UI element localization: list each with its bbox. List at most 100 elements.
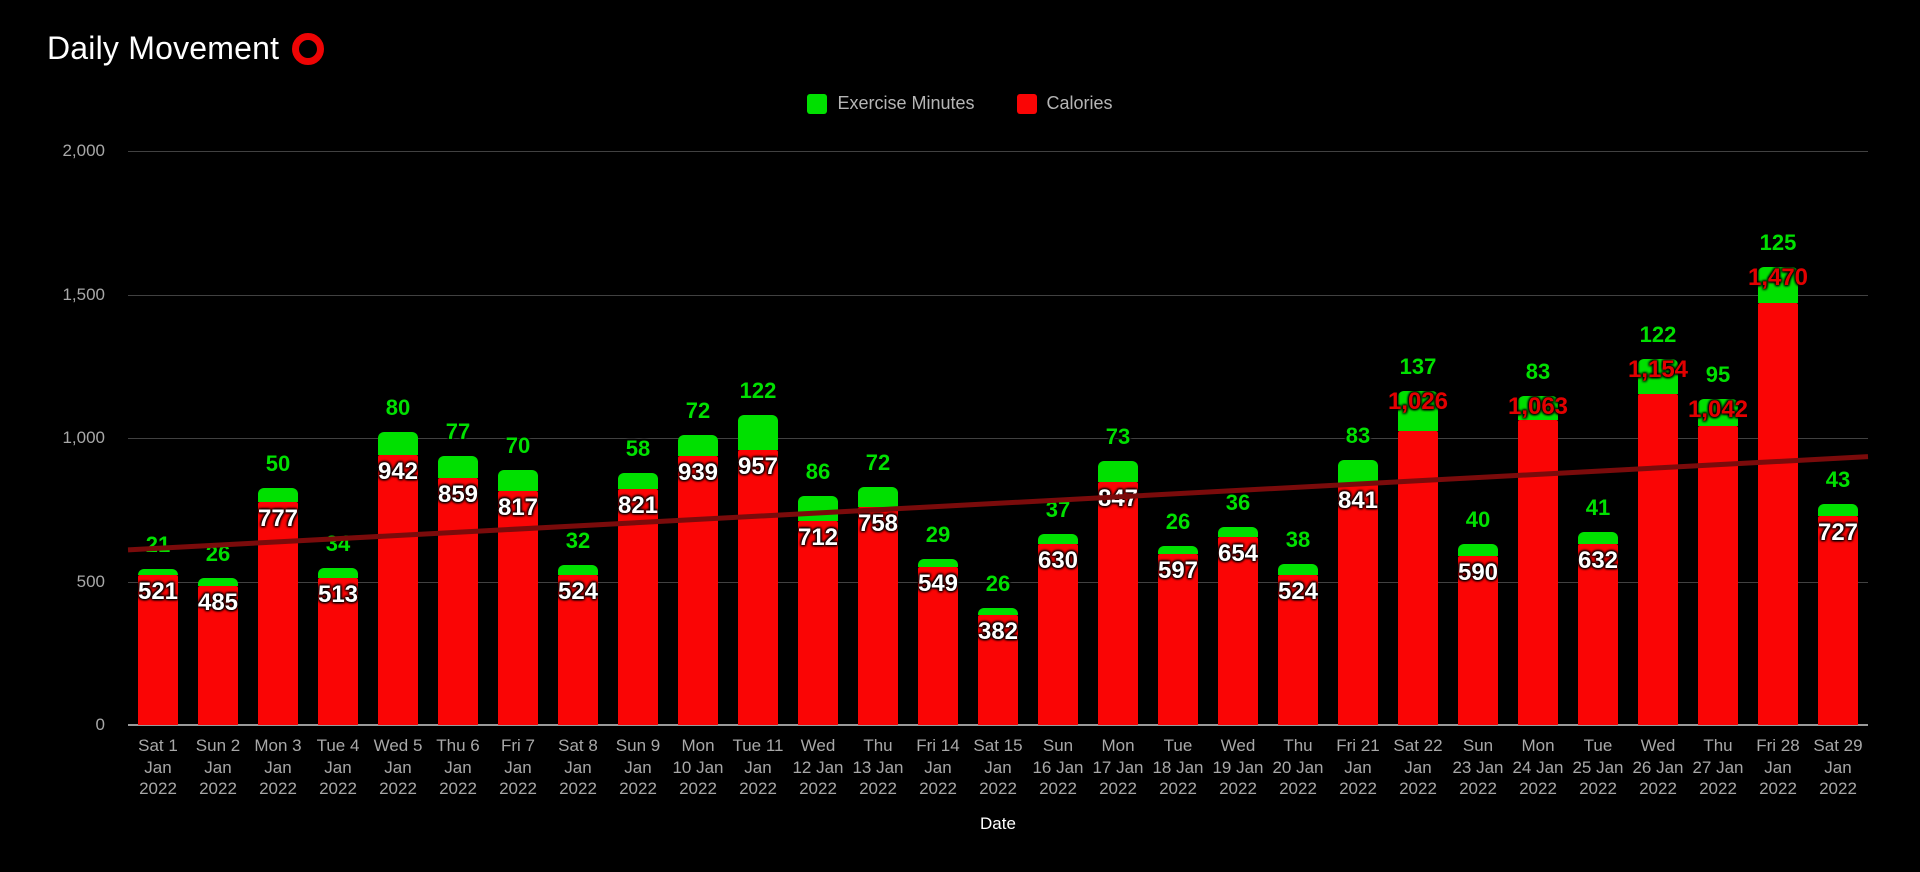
calories-value-label: 597 — [1157, 556, 1199, 584]
calories-bar[interactable] — [678, 455, 718, 725]
exercise-minutes-value-label: 83 — [1345, 422, 1371, 448]
calories-value-label: 524 — [557, 577, 599, 605]
exercise-minutes-bar[interactable] — [1338, 459, 1378, 484]
bar-slot: 1,470 125 — [1748, 151, 1808, 725]
exercise-minutes-bar[interactable] — [678, 434, 718, 456]
x-axis-line — [128, 724, 1868, 726]
calories-bar[interactable] — [1758, 303, 1798, 725]
exercise-minutes-value-label: 122 — [1639, 321, 1677, 347]
exercise-minutes-bar[interactable] — [258, 487, 298, 503]
exercise-minutes-bar[interactable] — [498, 470, 538, 491]
calories-bar[interactable] — [558, 574, 598, 725]
calories-value-label: 632 — [1577, 546, 1619, 574]
calories-bar[interactable] — [1698, 425, 1738, 725]
calories-bar[interactable] — [1278, 574, 1318, 725]
calories-bar[interactable] — [1458, 555, 1498, 725]
bar-slot: 1,063 83 — [1508, 151, 1568, 725]
exercise-minutes-bar[interactable] — [1698, 398, 1738, 426]
exercise-minutes-bar[interactable] — [138, 569, 178, 576]
x-tick-label: Tue 11 Jan 2022 — [732, 736, 784, 798]
calories-bar[interactable] — [258, 502, 298, 725]
exercise-minutes-bar[interactable] — [1758, 267, 1798, 304]
exercise-minutes-bar[interactable] — [1578, 531, 1618, 544]
calories-bar[interactable] — [1158, 553, 1198, 725]
exercise-minutes-bar[interactable] — [918, 559, 958, 568]
exercise-minutes-bar[interactable] — [798, 495, 838, 521]
exercise-minutes-bar[interactable] — [738, 415, 778, 451]
calories-bar[interactable] — [1638, 393, 1678, 725]
chart-header: Daily Movement — [47, 30, 325, 67]
exercise-minutes-bar[interactable] — [1458, 544, 1498, 556]
x-tick-label: Tue 18 Jan 2022 — [1152, 736, 1204, 798]
calories-bar[interactable] — [498, 490, 538, 725]
gridline — [128, 294, 1868, 296]
legend-swatch-icon — [807, 93, 828, 114]
calories-value-label: 821 — [617, 492, 659, 520]
exercise-minutes-bar[interactable] — [1098, 460, 1138, 482]
calories-bar[interactable] — [1518, 419, 1558, 725]
x-tick-label: Thu 20 Jan 2022 — [1272, 736, 1324, 798]
legend-item-calories[interactable]: Calories — [1016, 93, 1113, 114]
x-tick-label: Sun 16 Jan 2022 — [1032, 736, 1084, 798]
calories-bar[interactable] — [138, 575, 178, 725]
x-tick-label: Mon 3 Jan 2022 — [254, 736, 302, 798]
exercise-minutes-bar[interactable] — [1818, 504, 1858, 517]
x-tick-label: Thu 6 Jan 2022 — [436, 736, 480, 798]
exercise-minutes-bar[interactable] — [618, 472, 658, 490]
exercise-minutes-bar[interactable] — [858, 486, 898, 508]
exercise-minutes-bar[interactable] — [318, 568, 358, 578]
exercise-minutes-bar[interactable] — [438, 456, 478, 479]
calories-bar[interactable] — [738, 450, 778, 725]
x-tick-label: Sat 29 Jan 2022 — [1813, 736, 1863, 798]
calories-value-label: 382 — [977, 618, 1019, 646]
calories-bar[interactable] — [618, 489, 658, 725]
exercise-minutes-bar[interactable] — [558, 565, 598, 575]
calories-bar[interactable] — [1818, 516, 1858, 725]
calories-bar[interactable] — [1098, 481, 1138, 725]
exercise-minutes-value-label: 41 — [1585, 494, 1611, 520]
exercise-minutes-bar[interactable] — [978, 607, 1018, 616]
x-tick-label: Fri 28 Jan 2022 — [1756, 736, 1800, 798]
exercise-minutes-bar[interactable] — [378, 431, 418, 455]
calories-bar[interactable] — [1578, 543, 1618, 725]
y-tick-label: 500 — [76, 571, 105, 591]
exercise-minutes-value-label: 122 — [739, 378, 777, 404]
exercise-minutes-value-label: 43 — [1825, 467, 1851, 492]
x-tick-label: Mon 17 Jan 2022 — [1092, 736, 1144, 798]
calories-bar[interactable] — [978, 615, 1018, 725]
x-tick-label: Wed 12 Jan 2022 — [792, 736, 844, 798]
exercise-minutes-bar[interactable] — [1038, 533, 1078, 545]
exercise-minutes-value-label: 80 — [385, 394, 411, 420]
calories-bar[interactable] — [318, 577, 358, 725]
legend-label: Calories — [1046, 93, 1113, 113]
exercise-minutes-bar[interactable] — [1218, 526, 1258, 538]
exercise-minutes-bar[interactable] — [1518, 396, 1558, 420]
calories-bar[interactable] — [1218, 537, 1258, 725]
calories-bar[interactable] — [918, 567, 958, 725]
exercise-minutes-bar[interactable] — [1638, 358, 1678, 394]
gridline — [128, 581, 1868, 583]
exercise-minutes-bar[interactable] — [1278, 563, 1318, 575]
bar-slot: 841 83 — [1328, 151, 1388, 725]
bar-slot: 632 41 — [1568, 151, 1628, 725]
legend-item-exercise-minutes[interactable]: Exercise Minutes — [807, 93, 975, 114]
x-tick-label: Sat 8 Jan 2022 — [558, 736, 598, 798]
calories-bar[interactable] — [858, 507, 898, 725]
y-tick-label: 1,000 — [62, 428, 105, 447]
exercise-minutes-bar[interactable] — [198, 578, 238, 586]
exercise-minutes-value-label: 77 — [445, 419, 471, 445]
exercise-minutes-bar[interactable] — [1398, 391, 1438, 431]
calories-bar[interactable] — [1038, 544, 1078, 725]
bar-slot: 847 73 — [1088, 151, 1148, 725]
calories-bar[interactable] — [198, 585, 238, 725]
legend-label: Exercise Minutes — [837, 93, 975, 113]
calories-bar[interactable] — [438, 478, 478, 725]
bar-slot: 758 72 — [848, 151, 908, 725]
calories-bar[interactable] — [1338, 483, 1378, 725]
calories-bar[interactable] — [1398, 430, 1438, 725]
exercise-minutes-bar[interactable] — [1158, 546, 1198, 554]
calories-bar[interactable] — [378, 454, 418, 725]
x-tick-label: Fri 14 Jan 2022 — [916, 736, 960, 798]
calories-bar[interactable] — [798, 520, 838, 725]
x-tick-label: Thu 27 Jan 2022 — [1692, 736, 1744, 798]
